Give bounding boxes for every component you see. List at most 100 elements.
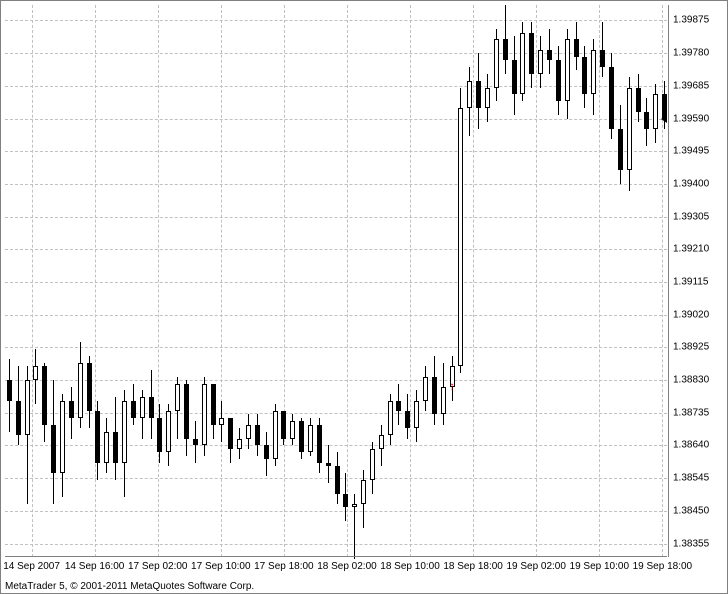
y-axis: 1.398751.397801.396851.395901.394951.394… xyxy=(668,5,727,557)
arrow-up-icon: ↑ xyxy=(449,380,455,392)
candle-body xyxy=(51,425,56,473)
y-tick-label: 1.38545 xyxy=(673,473,709,484)
candle-body xyxy=(352,504,357,507)
candle-body xyxy=(69,401,74,418)
x-tick-label: 17 Sep 18:00 xyxy=(254,561,314,572)
y-tick-label: 1.39780 xyxy=(673,48,709,59)
y-tick-label: 1.39020 xyxy=(673,309,709,320)
candle-body xyxy=(547,50,552,60)
candle-body xyxy=(379,435,384,449)
candle-body xyxy=(441,387,446,415)
y-tick-label: 1.38830 xyxy=(673,375,709,386)
gridline-horizontal xyxy=(5,217,667,218)
candle-body xyxy=(219,418,224,425)
candle-body xyxy=(299,421,304,452)
candle-body xyxy=(228,418,233,449)
gridline-horizontal xyxy=(5,347,667,348)
x-tick-label: 17 Sep 10:00 xyxy=(191,561,251,572)
x-tick-label: 14 Sep 2007 xyxy=(3,561,60,572)
candle-body xyxy=(184,384,189,439)
y-tick-label: 1.39685 xyxy=(673,80,709,91)
y-tick-label: 1.38925 xyxy=(673,342,709,353)
current-price-marker xyxy=(655,115,667,123)
candle-body xyxy=(211,384,216,425)
x-tick-label: 18 Sep 18:00 xyxy=(443,561,503,572)
candle-body xyxy=(255,425,260,446)
candle-body xyxy=(33,366,38,380)
gridline-vertical xyxy=(284,5,285,557)
candle-body xyxy=(149,397,154,418)
candle-body xyxy=(87,363,92,411)
candle-body xyxy=(591,50,596,95)
candle-body xyxy=(281,411,286,439)
candle-body xyxy=(361,480,366,504)
candle-body xyxy=(78,363,83,418)
gridline-vertical xyxy=(347,5,348,557)
y-tick-label: 1.39305 xyxy=(673,211,709,222)
gridline-horizontal xyxy=(5,315,667,316)
x-tick-label: 18 Sep 02:00 xyxy=(317,561,377,572)
x-tick-label: 19 Sep 02:00 xyxy=(506,561,566,572)
candle-body xyxy=(396,401,401,411)
candle-body xyxy=(476,81,481,109)
candle-body xyxy=(140,397,145,418)
candle-body xyxy=(113,432,118,463)
gridline-horizontal xyxy=(5,282,667,283)
candle-body xyxy=(7,380,12,401)
plot-area[interactable]: ↑ xyxy=(5,5,667,557)
gridline-horizontal xyxy=(5,20,667,21)
candle-body xyxy=(131,401,136,418)
candle-body xyxy=(343,494,348,508)
candle-body xyxy=(388,401,393,435)
copyright-text: MetaTrader 5, © 2001-2011 MetaQuotes Sof… xyxy=(5,581,254,592)
gridline-horizontal xyxy=(5,511,667,512)
candle-body xyxy=(636,88,641,112)
y-tick-label: 1.39495 xyxy=(673,146,709,157)
candle-body xyxy=(16,401,21,435)
y-tick-label: 1.39400 xyxy=(673,178,709,189)
candle-body xyxy=(175,384,180,412)
candle-body xyxy=(423,377,428,401)
candle-body xyxy=(237,439,242,449)
gridline-vertical xyxy=(95,5,96,557)
candle-body xyxy=(370,449,375,480)
candle-body xyxy=(644,112,649,129)
candle-body xyxy=(42,366,47,424)
x-tick-label: 14 Sep 16:00 xyxy=(65,561,125,572)
candle-body xyxy=(317,425,322,463)
candle-body xyxy=(529,33,534,74)
candle-body xyxy=(335,466,340,494)
y-tick-label: 1.38355 xyxy=(673,538,709,549)
candle-body xyxy=(538,50,543,74)
candle-body xyxy=(512,60,517,94)
gridline-vertical xyxy=(221,5,222,557)
x-axis: 14 Sep 200714 Sep 16:0017 Sep 02:0017 Se… xyxy=(5,556,667,579)
x-tick-label: 18 Sep 10:00 xyxy=(380,561,440,572)
candle-body xyxy=(193,439,198,446)
chart-container[interactable]: ↑ 1.398751.397801.396851.395901.394951.3… xyxy=(0,0,728,594)
y-tick-label: 1.39210 xyxy=(673,244,709,255)
candle-body xyxy=(600,50,605,67)
candle-body xyxy=(556,60,561,101)
gridline-vertical xyxy=(158,5,159,557)
x-tick-label: 19 Sep 18:00 xyxy=(633,561,693,572)
gridline-horizontal xyxy=(5,544,667,545)
candle-body xyxy=(25,380,30,435)
gridline-horizontal xyxy=(5,119,667,120)
gridline-horizontal xyxy=(5,151,667,152)
candle-body xyxy=(467,81,472,109)
gridline-horizontal xyxy=(5,184,667,185)
gridline-horizontal xyxy=(5,249,667,250)
candle-body xyxy=(95,411,100,463)
candle-body xyxy=(565,39,570,101)
y-tick-label: 1.38450 xyxy=(673,505,709,516)
candle-body xyxy=(405,411,410,428)
candle-body xyxy=(104,432,109,463)
y-tick-label: 1.39590 xyxy=(673,113,709,124)
y-tick-label: 1.38640 xyxy=(673,440,709,451)
candle-body xyxy=(246,425,251,439)
candle-body xyxy=(458,108,463,366)
candle-body xyxy=(308,425,313,453)
candle-body xyxy=(414,401,419,429)
candle-body xyxy=(520,33,525,95)
